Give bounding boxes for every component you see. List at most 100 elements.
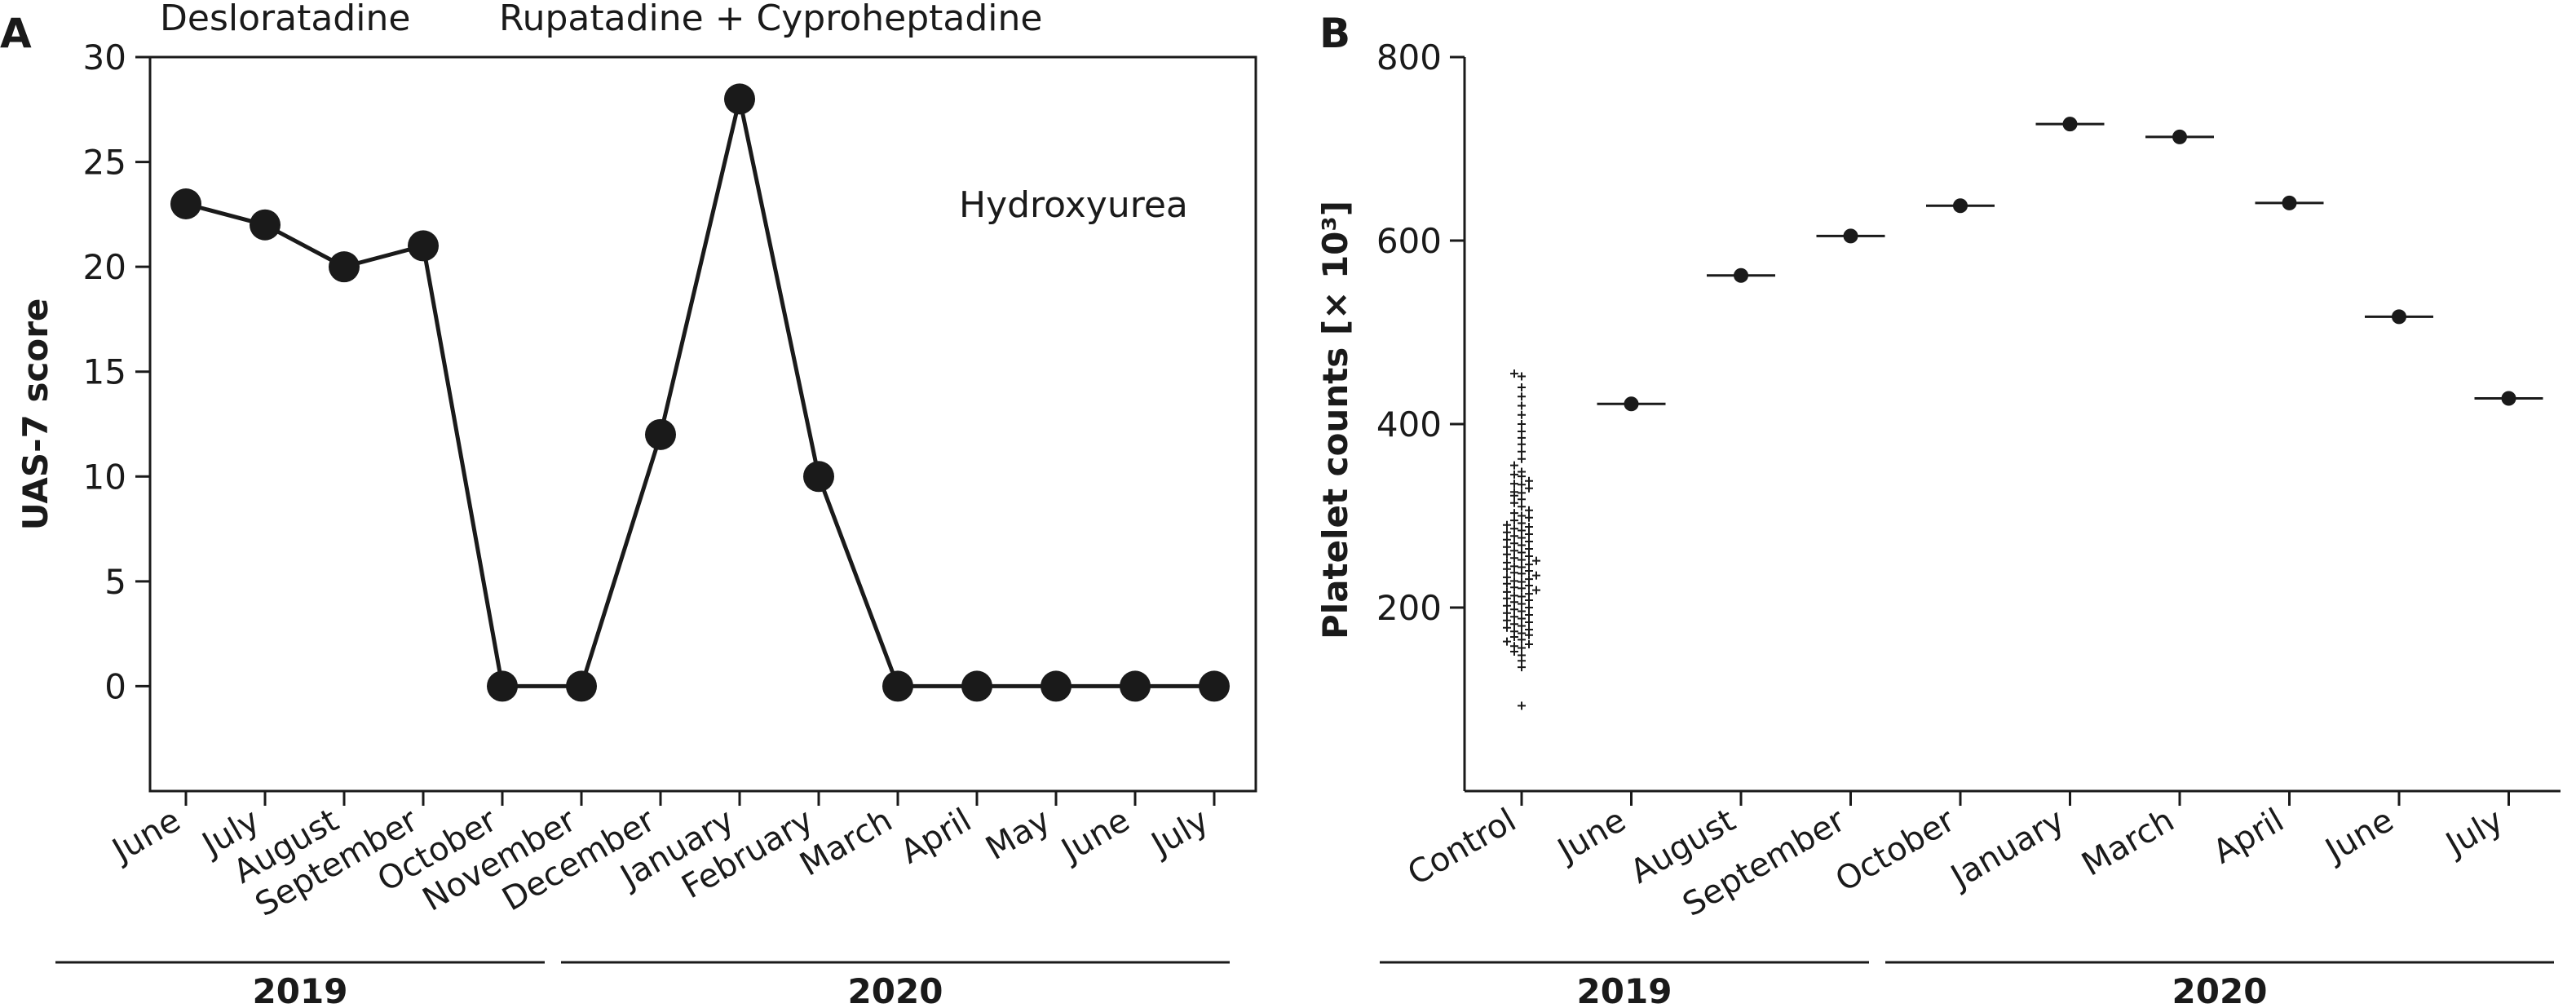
control-point-106 <box>1510 369 1518 378</box>
control-point-6 <box>1510 642 1518 651</box>
control-point-65 <box>1525 537 1533 546</box>
y-tick-label-b-3: 800 <box>1376 38 1442 77</box>
control-point-53 <box>1503 558 1511 567</box>
control-point-95 <box>1518 454 1526 463</box>
control-point-88 <box>1518 480 1526 489</box>
x-tick-label-a-0: June <box>104 802 187 871</box>
control-point-56 <box>1510 554 1518 563</box>
control-point-20 <box>1518 614 1526 623</box>
control-point-59 <box>1518 548 1526 557</box>
year-label-2020-b: 2020 <box>2172 971 2268 1008</box>
data-point-a-11 <box>1041 670 1071 702</box>
data-point-b-3 <box>1843 228 1858 244</box>
control-point-26 <box>1525 603 1533 612</box>
control-point-50 <box>1518 563 1526 572</box>
control-point-75 <box>1518 519 1526 528</box>
control-point-64 <box>1510 539 1518 548</box>
control-point-51 <box>1510 562 1518 571</box>
control-point-27 <box>1503 601 1511 610</box>
control-point-33 <box>1510 591 1518 600</box>
control-point-68 <box>1510 532 1518 541</box>
control-point-80 <box>1525 506 1533 515</box>
control-point-85 <box>1518 489 1526 497</box>
control-point-102 <box>1518 401 1526 410</box>
control-point-55 <box>1518 555 1526 564</box>
control-point-17 <box>1510 620 1518 629</box>
data-point-b-9 <box>2501 391 2516 406</box>
control-point-15 <box>1503 623 1511 632</box>
control-point-22 <box>1525 611 1533 619</box>
y-axis-a: 0 5 10 15 20 25 30 <box>83 38 150 706</box>
control-point-89 <box>1510 480 1518 489</box>
data-point-a-5 <box>566 670 597 702</box>
control-point-5 <box>1518 643 1526 652</box>
control-point-96 <box>1518 447 1526 456</box>
x-axis-a: June JulyAugustSeptemberOctoberNovemberDe… <box>104 791 1216 924</box>
x-tick-label-b-0: Control <box>1402 802 1522 893</box>
data-point-b-7 <box>2282 195 2297 210</box>
control-point-67 <box>1518 533 1526 542</box>
control-point-82 <box>1510 498 1518 507</box>
y-axis-label-b: Platelet counts [× 10³] <box>1315 201 1355 639</box>
year-label-2019-a: 2019 <box>253 971 348 1008</box>
x-tick-label-a-10: April <box>895 802 978 872</box>
y-tick-label-b-2: 600 <box>1376 221 1442 261</box>
control-point-7 <box>1525 640 1533 648</box>
x-axis-b: Control JuneAugustSeptemberOctoberJanuary… <box>1402 791 2510 924</box>
control-point-81 <box>1518 502 1526 511</box>
control-point-104 <box>1518 383 1526 391</box>
data-point-a-1 <box>250 209 281 241</box>
control-point-87 <box>1525 484 1533 493</box>
control-point-70 <box>1503 528 1511 537</box>
control-point-3 <box>1518 651 1526 660</box>
data-point-b-4 <box>1953 198 1968 214</box>
data-point-b-1 <box>1624 396 1639 412</box>
control-point-66 <box>1503 535 1511 544</box>
control-point-77 <box>1525 513 1533 522</box>
control-point-52 <box>1525 560 1533 569</box>
plot-frame-a <box>148 55 1257 793</box>
control-point-35 <box>1503 587 1511 596</box>
control-point-42 <box>1510 577 1518 586</box>
annotation-rupatadine-cyproheptadine: Rupatadine + Cyproheptadine <box>499 0 1043 39</box>
control-point-43 <box>1525 575 1533 584</box>
control-point-21 <box>1510 612 1518 621</box>
control-point-19 <box>1503 616 1511 625</box>
y-axis-label-a: UAS-7 score <box>15 298 55 531</box>
y-tick-label-a-1: 5 <box>104 562 126 602</box>
data-point-a-8 <box>803 461 834 493</box>
x-tick-label-b-4: October <box>1829 802 1961 900</box>
control-point-36 <box>1532 586 1540 595</box>
x-tick-label-a-12: June <box>1054 802 1136 871</box>
y-tick-label-a-5: 25 <box>83 143 126 183</box>
control-point-58 <box>1503 550 1511 559</box>
y-tick-label-b-0: 200 <box>1376 588 1442 628</box>
control-point-54 <box>1532 556 1540 565</box>
x-tick-label-b-9: July <box>2438 802 2510 864</box>
control-point-69 <box>1525 530 1533 538</box>
control-point-24 <box>1518 607 1526 616</box>
control-point-78 <box>1518 511 1526 520</box>
control-point-99 <box>1518 427 1526 435</box>
x-tick-label-b-7: April <box>2207 802 2290 872</box>
data-point-b-2 <box>1734 267 1748 283</box>
control-point-72 <box>1510 524 1518 533</box>
control-point-100 <box>1518 420 1526 428</box>
control-point-93 <box>1518 467 1526 476</box>
y-tick-label-a-2: 10 <box>83 457 126 497</box>
data-point-a-13 <box>1199 670 1230 702</box>
data-point-a-2 <box>329 251 360 283</box>
control-point-61 <box>1525 545 1533 553</box>
control-point-73 <box>1525 523 1533 531</box>
control-point-103 <box>1518 392 1526 401</box>
data-point-a-10 <box>961 670 992 702</box>
y-axis-b: 200 400 600 800 <box>1376 38 1465 628</box>
control-point-8 <box>1503 637 1511 646</box>
control-point-76 <box>1510 516 1518 525</box>
control-point-45 <box>1532 571 1540 580</box>
annotation-hydroxyurea: Hydroxyurea <box>959 184 1188 226</box>
control-point-101 <box>1518 410 1526 419</box>
control-point-25 <box>1510 605 1518 614</box>
